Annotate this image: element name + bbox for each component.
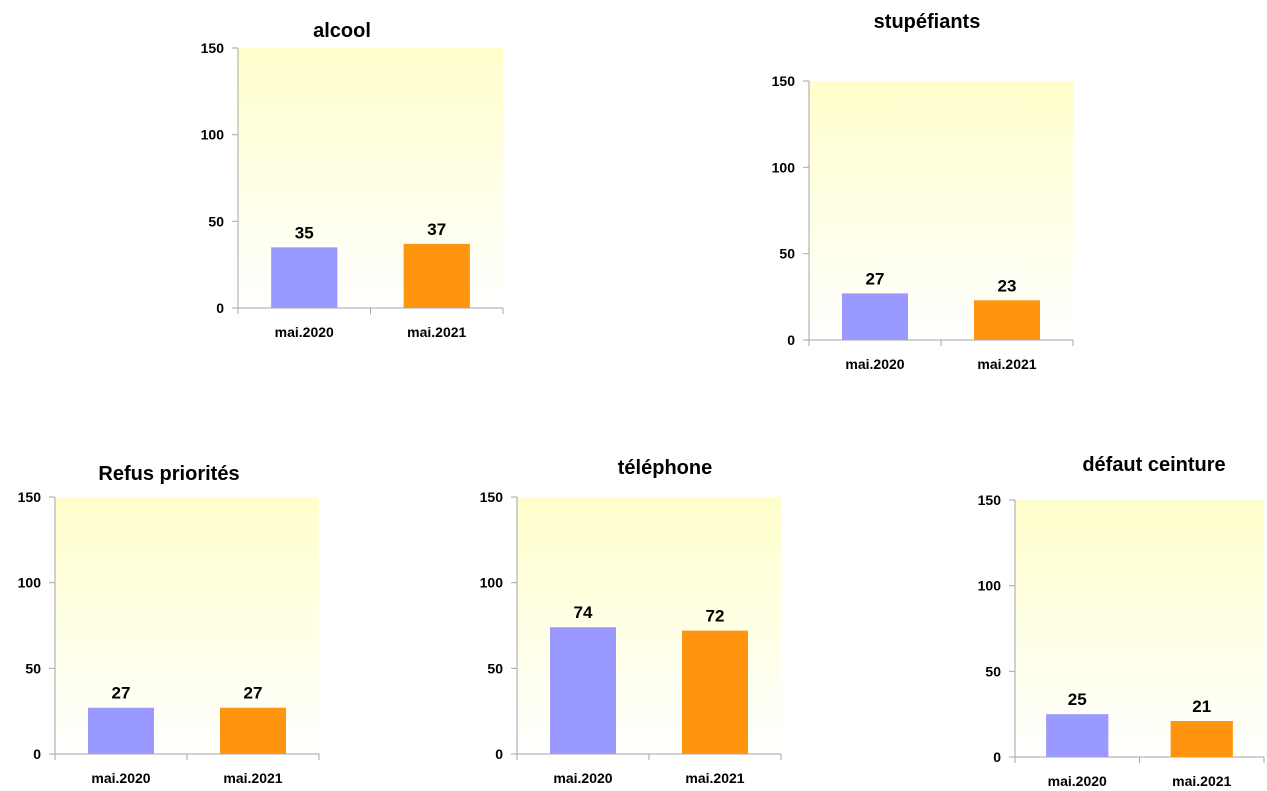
y-tick-label: 0	[33, 746, 41, 762]
x-category-label: mai.2020	[91, 770, 150, 786]
chart-2: Refus priorités 0 50 100 150 27 mai.2020 27 mai.…	[18, 463, 320, 786]
data-label: 27	[244, 684, 263, 703]
bar-mai.2021	[403, 243, 470, 308]
x-category-label: mai.2020	[845, 356, 904, 372]
y-tick-label: 100	[772, 159, 796, 175]
data-label: 37	[427, 220, 446, 239]
y-tick-label: 50	[25, 660, 41, 676]
chart-title: alcool	[313, 20, 371, 42]
y-tick-label: 0	[993, 749, 1001, 765]
bar-mai.2020	[550, 627, 616, 754]
bar-mai.2021	[220, 707, 286, 754]
chart-title: défaut ceinture	[1082, 454, 1225, 476]
data-label: 25	[1068, 690, 1087, 709]
y-tick-label: 150	[772, 73, 796, 89]
data-label: 27	[112, 684, 131, 703]
y-tick-label: 50	[208, 213, 224, 229]
data-label: 21	[1192, 697, 1211, 716]
y-tick-label: 0	[787, 332, 795, 348]
y-tick-label: 150	[18, 489, 42, 505]
bar-mai.2021	[1170, 721, 1233, 757]
x-category-label: mai.2020	[1048, 773, 1107, 789]
data-label: 72	[706, 607, 725, 626]
chart-title: téléphone	[618, 457, 712, 479]
y-tick-label: 150	[480, 489, 504, 505]
y-tick-label: 100	[978, 578, 1002, 594]
chart-0: alcool 0 50 100 150 35 mai.2020 37 mai.2021	[201, 20, 504, 340]
y-tick-label: 100	[18, 575, 42, 591]
data-label: 35	[295, 223, 314, 242]
y-tick-label: 50	[779, 246, 795, 262]
x-category-label: mai.2020	[275, 324, 334, 340]
bar-mai.2021	[974, 300, 1040, 340]
y-tick-label: 150	[201, 40, 225, 56]
bar-mai.2020	[88, 707, 154, 754]
x-category-label: mai.2021	[407, 324, 466, 340]
bar-mai.2020	[1046, 714, 1109, 757]
y-tick-label: 0	[495, 746, 503, 762]
x-category-label: mai.2021	[685, 770, 744, 786]
y-tick-label: 150	[978, 492, 1002, 508]
bar-mai.2021	[682, 630, 748, 754]
y-tick-label: 50	[985, 663, 1001, 679]
x-category-label: mai.2021	[223, 770, 282, 786]
chart-4: défaut ceinture 0 50 100 150 25 mai.2020 21 mai.…	[978, 454, 1265, 789]
x-category-label: mai.2021	[1172, 773, 1231, 789]
chart-title: Refus priorités	[98, 463, 239, 485]
data-label: 74	[574, 603, 593, 622]
chart-3: téléphone 0 50 100 150 74 mai.2020 72 mai.2021	[480, 457, 782, 786]
chart-title: stupéfiants	[874, 11, 981, 33]
bar-mai.2020	[842, 293, 908, 340]
x-category-label: mai.2021	[977, 356, 1036, 372]
y-tick-label: 100	[480, 575, 504, 591]
y-tick-label: 100	[201, 127, 225, 143]
data-label: 23	[998, 276, 1017, 295]
chart-1: stupéfiants 0 50 100 150 27 mai.2020 23 mai.2021	[772, 11, 1074, 372]
y-tick-label: 50	[487, 660, 503, 676]
bar-mai.2020	[271, 247, 338, 308]
data-label: 27	[866, 269, 885, 288]
y-tick-label: 0	[216, 300, 224, 316]
x-category-label: mai.2020	[553, 770, 612, 786]
